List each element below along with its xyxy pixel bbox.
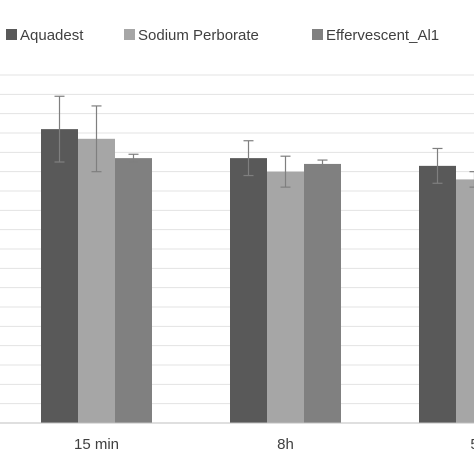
legend-label-aquadest: Aquadest xyxy=(20,27,84,44)
legend-swatch-sodium-perborate xyxy=(124,29,135,40)
x-tick-label: 8h xyxy=(277,436,294,453)
bars xyxy=(41,129,474,424)
legend-swatch-effervescent xyxy=(312,29,323,40)
x-tick-labels: 15 min 8h 5 xyxy=(74,436,474,453)
x-tick-label: 5 xyxy=(470,436,474,453)
legend-swatch-aquadest xyxy=(6,29,17,40)
bar xyxy=(267,171,304,423)
error-bars xyxy=(54,95,474,188)
bar xyxy=(115,158,152,423)
bar xyxy=(41,129,78,423)
bar xyxy=(304,163,341,423)
bar xyxy=(78,138,115,424)
bar xyxy=(419,165,456,423)
bar xyxy=(456,179,474,423)
x-tick-label: 15 min xyxy=(74,436,119,453)
legend: Aquadest Sodium Perborate Effervescent_A… xyxy=(6,27,439,44)
legend-label-sodium-perborate: Sodium Perborate xyxy=(138,27,259,44)
bar xyxy=(230,158,267,423)
legend-label-effervescent: Effervescent_Al1 xyxy=(326,27,439,44)
